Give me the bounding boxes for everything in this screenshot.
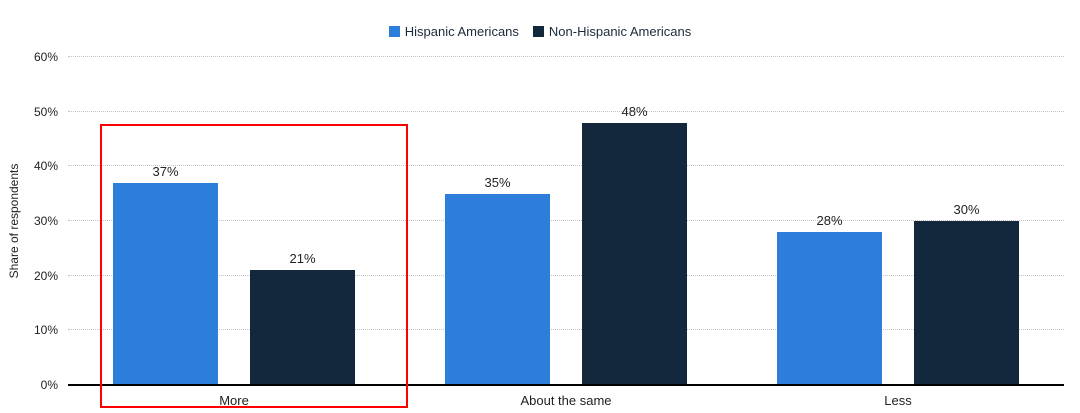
x-axis-labels: More About the same Less [68, 393, 1064, 408]
bar-value-label: 28% [816, 212, 843, 228]
y-axis-tick-label: 10% [33, 323, 58, 338]
y-axis-tick-label: 30% [33, 214, 58, 228]
bar-0-1: 35% [445, 175, 550, 385]
x-axis-category-label: About the same [520, 393, 612, 408]
bar-0-0: 37% [113, 164, 218, 385]
bar-value-label: 48% [621, 103, 648, 119]
legend-label: Hispanic Americans [404, 24, 519, 39]
legend-swatch-icon [388, 26, 400, 37]
y-axis-tick-label: 20% [33, 268, 58, 283]
chart-legend: Hispanic Americans Non-Hispanic Americans [0, 24, 1080, 39]
y-axis-tick-label: 0% [40, 378, 58, 392]
legend-label: Non-Hispanic Americans [548, 24, 692, 39]
bar-value-label: 30% [953, 202, 980, 217]
y-axis-tick-label: 40% [33, 159, 58, 174]
bar-groups: 37% 21% 35% 48% 28% 30% [68, 57, 1064, 385]
y-axis-tick-label: 50% [33, 104, 58, 119]
legend-swatch-icon [532, 26, 544, 37]
bar-0-2: 28% [777, 213, 882, 385]
bar-value-label: 35% [484, 174, 511, 190]
bar-group-0: 37% 21% [113, 57, 355, 385]
x-axis-line [68, 384, 1064, 386]
plot-area: 0% 10% 20% 30% 40% 50% 60% 37% 21% 35% 48% 28% 30% [34, 50, 1064, 392]
bar-group-2: 28% 30% [777, 57, 1019, 385]
bar-1-0: 21% [250, 251, 355, 385]
gridline [68, 329, 1064, 331]
bar-1-2: 30% [914, 202, 1019, 385]
gridline [68, 110, 1064, 112]
gridline [68, 56, 1064, 57]
gridline [68, 165, 1064, 167]
bar-1-1: 48% [582, 104, 687, 385]
gridline [68, 220, 1064, 221]
legend-item-1: Non-Hispanic Americans [532, 24, 692, 39]
x-axis-category-label: More [219, 393, 249, 408]
bar-value-label: 21% [289, 251, 316, 267]
gridline [68, 274, 1064, 276]
x-axis-category-label: Less [884, 393, 912, 408]
y-axis-tick-label: 60% [33, 50, 58, 64]
legend-item-0: Hispanic Americans [388, 24, 519, 39]
bar-value-label: 37% [152, 163, 179, 179]
bar-group-1: 35% 48% [445, 57, 687, 385]
y-axis-title: Share of respondents [7, 163, 21, 279]
